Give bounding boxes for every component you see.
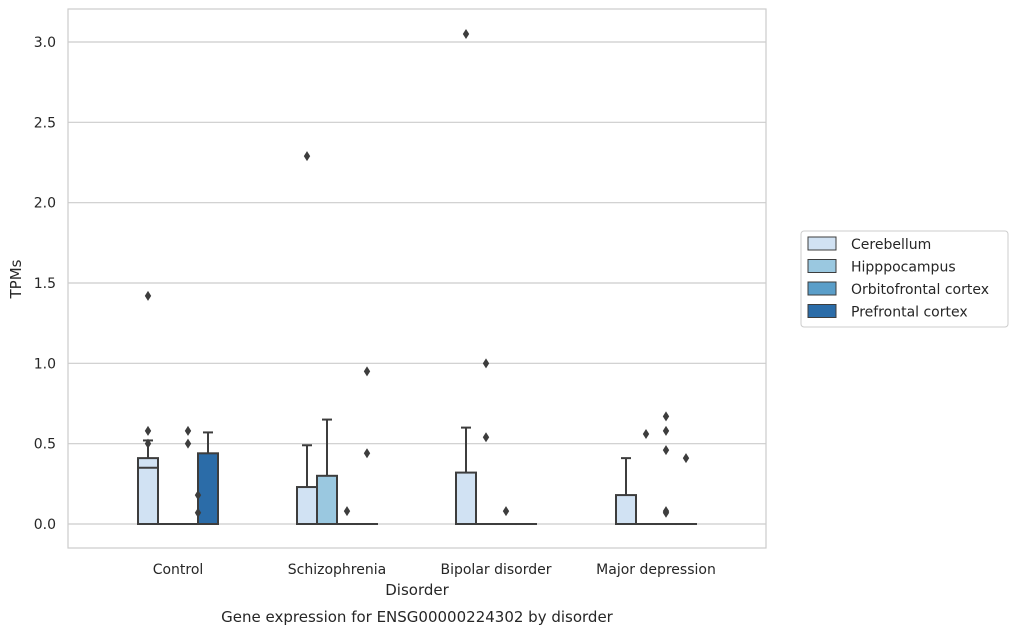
box-cerebellum <box>455 426 477 526</box>
legend-label: Orbitofrontal cortex <box>851 282 989 298</box>
outlier-point <box>662 425 670 436</box>
y-tick-label: 0.0 <box>34 517 56 533</box>
box-rect <box>296 486 318 525</box>
box-groups <box>137 418 697 526</box>
y-tick-label: 3.0 <box>34 35 56 51</box>
legend-frame <box>800 230 1009 328</box>
legend: Cerebellum Hipppocampus Orbitofrontal cort… <box>800 230 1009 328</box>
outlier-point <box>194 490 202 501</box>
chart-title: Gene expression for ENSG00000224302 by d… <box>221 608 614 626</box>
outlier-point <box>462 28 470 39</box>
y-tick-label: 0.5 <box>34 437 56 453</box>
legend-label: Cerebellum <box>851 237 931 253</box>
x-axis-label: Disorder <box>385 581 449 599</box>
outlier-point <box>682 453 690 464</box>
outlier-point <box>363 366 371 377</box>
x-tick-label: Bipolar disorder <box>440 562 551 578</box>
x-axis-ticks: Control Schizophrenia Bipolar disorder Majo… <box>153 562 716 578</box>
y-axis-label: TPMs <box>7 259 25 299</box>
outlier-point <box>194 507 202 518</box>
outlier-point <box>144 438 152 449</box>
box-rect <box>455 471 477 526</box>
outlier-point <box>184 425 192 436</box>
legend-swatch <box>807 304 837 318</box>
legend-swatch <box>807 281 837 296</box>
outlier-point <box>482 432 490 443</box>
y-tick-label: 2.5 <box>34 115 56 131</box>
plot-area-frame <box>67 8 767 549</box>
box-rect <box>197 452 219 526</box>
outlier-point <box>303 151 311 162</box>
box-rect <box>615 494 637 525</box>
y-tick-label: 2.0 <box>34 196 56 212</box>
outlier-point <box>363 448 371 459</box>
outlier-point <box>482 358 490 369</box>
outlier-point <box>662 411 670 422</box>
x-tick-label: Major depression <box>596 562 716 578</box>
outlier-point <box>502 506 510 517</box>
legend-swatch <box>807 236 837 251</box>
box-cerebellum <box>615 457 637 525</box>
legend-label: Prefrontal cortex <box>851 305 968 321</box>
flier-points <box>144 28 690 518</box>
box-rect <box>137 457 159 526</box>
y-tick-label: 1.0 <box>34 356 56 372</box>
box-hipppocampus <box>316 418 338 525</box>
outlier-point <box>144 425 152 436</box>
box-rect <box>316 474 338 525</box>
legend-swatch <box>807 259 837 273</box>
box-prefrontal-cortex <box>197 431 219 526</box>
outlier-point <box>662 445 670 456</box>
outlier-point <box>642 429 650 440</box>
outlier-point <box>343 506 351 517</box>
outlier-point <box>184 438 192 449</box>
outlier-point <box>144 290 152 301</box>
y-axis-ticks: 0.0 0.5 1.0 1.5 2.0 2.5 3.0 <box>34 35 56 533</box>
legend-label: Hipppocampus <box>851 260 956 276</box>
y-tick-label: 1.5 <box>34 276 56 292</box>
outlier-point <box>662 507 670 518</box>
x-tick-label: Schizophrenia <box>288 562 386 578</box>
box-cerebellum <box>137 439 159 526</box>
x-tick-label: Control <box>153 562 204 578</box>
